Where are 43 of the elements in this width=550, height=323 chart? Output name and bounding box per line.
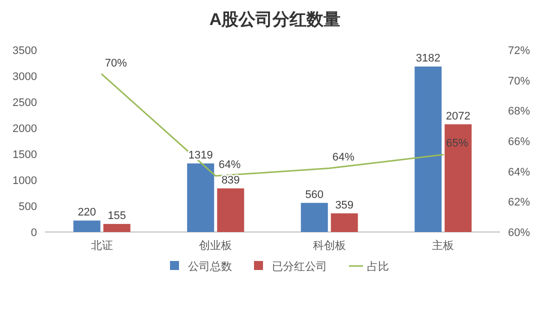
y-tick-label: 3000 [12,71,37,83]
bar [300,202,328,232]
y-tick-label: 2000 [12,123,37,135]
y-tick-label: 0 [30,227,37,239]
bar [217,188,244,232]
data-label: 220 [78,206,96,219]
y2-tick-label: 70% [508,75,530,88]
line-series [101,74,444,177]
data-label: 65% [446,138,468,150]
data-label: 155 [108,210,126,222]
data-label: 839 [221,174,240,186]
y-tick-label: 1500 [12,149,37,161]
y-tick-label: 2500 [12,97,37,109]
legend-label: 公司总数 [188,260,232,273]
y-tick-label: 500 [18,201,37,213]
data-label: 560 [305,188,324,201]
data-label: 64% [332,151,355,164]
bar [414,66,442,232]
legend-label: 占比 [367,260,389,273]
bar [330,213,358,232]
y-tick-label: 3500 [12,45,37,57]
x-tick-label: 主板 [432,239,454,252]
y2-tick-label: 72% [508,45,530,57]
bar [103,224,130,232]
y2-tick-label: 68% [508,106,530,118]
y2-tick-label: 66% [508,136,530,148]
data-label: 64% [218,158,241,171]
x-tick-label: 创业板 [199,239,232,252]
y2-tick-label: 64% [508,166,530,178]
legend-label: 已分红公司 [272,261,327,273]
y2-tick-label: 60% [508,227,530,239]
data-label: 70% [104,57,128,70]
bar [187,163,214,232]
bar [73,220,100,232]
bar [444,124,472,232]
y2-tick-label: 62% [508,196,530,209]
data-label: 3182 [416,52,440,65]
chart-title: A股公司分红数量 [209,10,341,29]
data-label: 359 [335,199,354,212]
x-tick-label: 北证 [90,239,113,252]
x-tick-label: 科创板 [312,240,346,252]
data-label: 2072 [446,110,470,122]
y-tick-label: 1000 [12,175,37,187]
